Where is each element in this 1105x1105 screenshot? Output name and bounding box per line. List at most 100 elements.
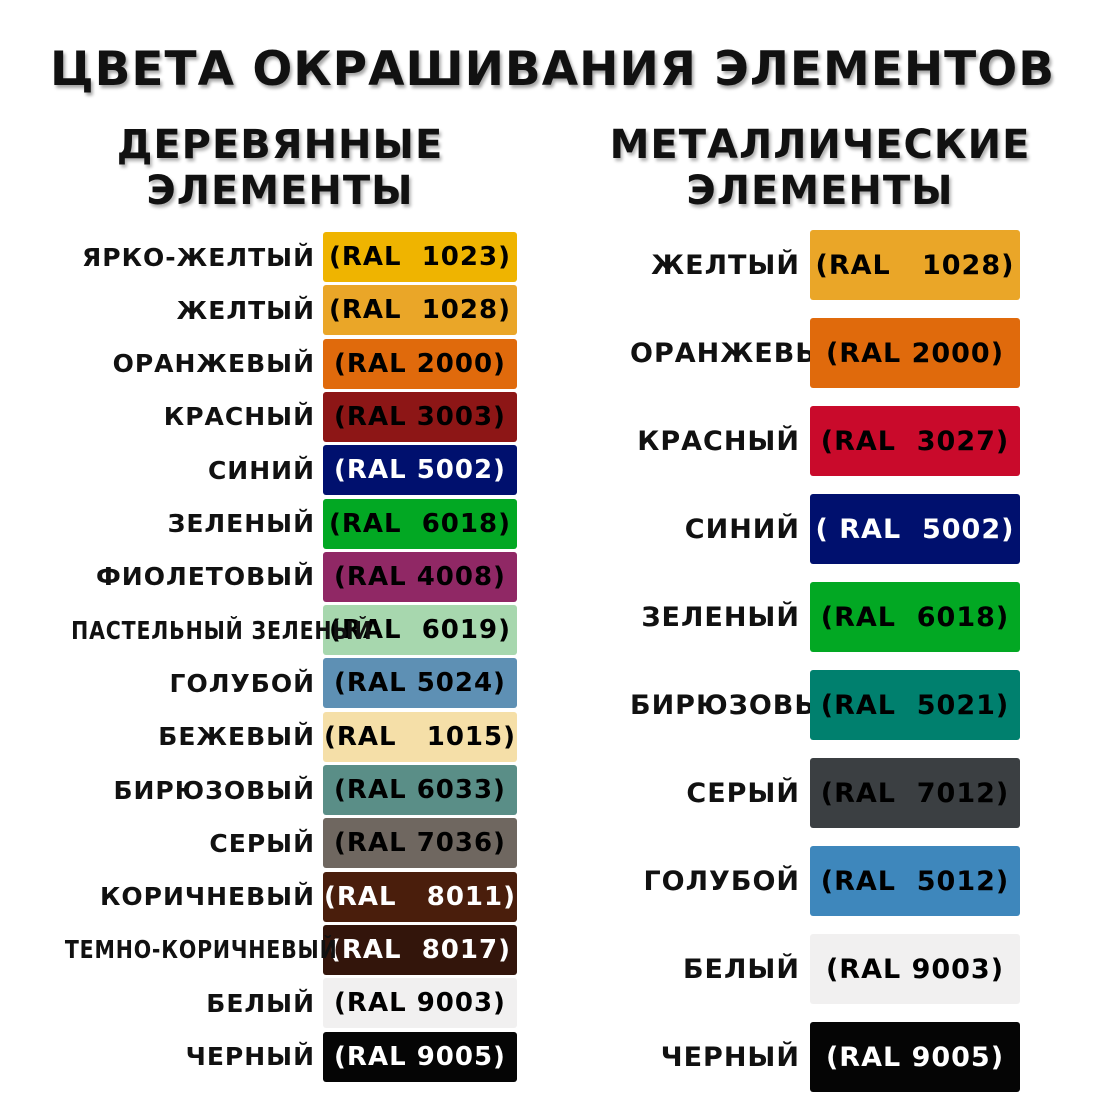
color-name: ЖЕЛТЫЙ — [5, 296, 323, 325]
color-name: СИНИЙ — [5, 456, 323, 485]
wood-color-row: БЕЛЫЙ (RAL 9003) — [5, 978, 517, 1029]
wood-header: ДЕРЕВЯННЫЕ ЭЛЕМЕНТЫ — [100, 122, 460, 214]
wood-color-row: ФИОЛЕТОВЫЙ (RAL 4008) — [5, 551, 517, 602]
color-swatch: (RAL 5021) — [810, 670, 1020, 740]
wood-color-row: ЯРКО-ЖЕЛТЫЙ (RAL 1023) — [5, 232, 517, 282]
color-name: СИНИЙ — [630, 514, 810, 545]
color-name: ЖЕЛТЫЙ — [630, 250, 810, 281]
color-swatch: (RAL 2000) — [323, 338, 517, 389]
color-name: КРАСНЫЙ — [5, 402, 323, 431]
color-name-text: ЧЕРНЫЙ — [185, 1042, 315, 1071]
page-title: ЦВЕТА ОКРАШИВАНИЯ ЭЛЕМЕНТОВ — [49, 42, 1056, 97]
color-swatch: (RAL 8011) — [323, 871, 517, 922]
metal-header-line1: МЕТАЛЛИЧЕСКИЕ — [609, 122, 1031, 168]
color-swatch: (RAL 1015) — [323, 711, 517, 762]
color-swatch: (RAL 2000) — [810, 318, 1020, 388]
color-swatch: (RAL 4008) — [323, 551, 517, 602]
wood-color-row: ПАСТЕЛЬНЫЙ ЗЕЛЕНЫЙ (RAL 6019) — [5, 605, 517, 656]
color-name-text: БЕЛЫЙ — [682, 953, 800, 985]
color-name-text: ЗЕЛЕНЫЙ — [167, 509, 315, 538]
wood-color-row: ЧЕРНЫЙ (RAL 9005) — [5, 1031, 517, 1082]
metal-color-row: БИРЮЗОВЫЙ (RAL 5021) — [630, 670, 1020, 740]
wood-color-row: ТЕМНО-КОРИЧНЕВЫЙ (RAL 8017) — [5, 924, 517, 975]
wood-color-row: ОРАНЖЕВЫЙ (RAL 2000) — [5, 338, 517, 389]
color-name: ЯРКО-ЖЕЛТЫЙ — [5, 243, 323, 272]
color-name-text: ГОЛУБОЙ — [643, 865, 800, 897]
metal-header-line2: ЭЛЕМЕНТЫ — [686, 168, 954, 214]
color-name-text: КРАСНЫЙ — [163, 402, 315, 432]
color-name-text: ЯРКО-ЖЕЛТЫЙ — [82, 242, 315, 272]
color-swatch: (RAL 7012) — [810, 758, 1020, 828]
color-name: СЕРЫЙ — [5, 829, 323, 858]
color-swatch: (RAL 5002) — [323, 445, 517, 496]
wood-color-row: ГОЛУБОЙ (RAL 5024) — [5, 658, 517, 709]
color-name: ФИОЛЕТОВЫЙ — [5, 562, 323, 591]
color-swatch: (RAL 1028) — [810, 230, 1020, 300]
color-name-text: СЕРЫЙ — [686, 777, 800, 809]
color-name: ОРАНЖЕВЫЙ — [630, 338, 847, 369]
color-swatch: (RAL 1023) — [323, 232, 517, 282]
wood-color-row: БИРЮЗОВЫЙ (RAL 6033) — [5, 765, 517, 815]
color-name-text: БИРЮЗОВЫЙ — [113, 775, 315, 805]
color-name-text: ЖЕЛТЫЙ — [651, 249, 800, 281]
wood-color-row: СИНИЙ (RAL 5002) — [5, 445, 517, 496]
color-name-text: СИНИЙ — [684, 513, 800, 545]
color-name: ПАСТЕЛЬНЫЙ ЗЕЛЕНЫЙ — [5, 616, 371, 645]
color-name-text: ПАСТЕЛЬНЫЙ ЗЕЛЕНЫЙ — [71, 615, 373, 645]
color-name: ТЕМНО-КОРИЧНЕВЫЙ — [5, 935, 337, 964]
color-name: БИРЮЗОВЫЙ — [630, 690, 846, 721]
metal-color-row: СИНИЙ ( RAL 5002) — [630, 494, 1020, 564]
color-swatch: (RAL 1028) — [323, 285, 517, 336]
color-swatch: (RAL 3003) — [323, 391, 517, 442]
color-name: ОРАНЖЕВЫЙ — [5, 349, 323, 378]
metal-color-row: ЧЕРНЫЙ (RAL 9005) — [630, 1022, 1020, 1092]
color-name-text: БЕЛЫЙ — [206, 988, 315, 1018]
wood-color-row: КРАСНЫЙ (RAL 3003) — [5, 391, 517, 442]
wood-header-line1: ДЕРЕВЯННЫЕ — [116, 122, 444, 168]
color-name: БЕЛЫЙ — [630, 954, 810, 985]
color-swatch: (RAL 9003) — [810, 934, 1020, 1004]
metal-color-row: ЖЕЛТЫЙ (RAL 1028) — [630, 230, 1020, 300]
wood-header-line2: ЭЛЕМЕНТЫ — [146, 168, 414, 214]
color-name-text: БИРЮЗОВЫЙ — [630, 689, 847, 721]
color-name: КОРИЧНЕВЫЙ — [5, 882, 323, 911]
color-name-text: СИНИЙ — [207, 455, 315, 485]
color-swatch: ( RAL 5002) — [810, 494, 1020, 564]
metal-header: МЕТАЛЛИЧЕСКИЕ ЭЛЕМЕНТЫ — [590, 122, 1050, 214]
color-name-text: ФИОЛЕТОВЫЙ — [96, 562, 315, 592]
wood-color-row: СЕРЫЙ (RAL 7036) — [5, 818, 517, 869]
wood-color-row: ЗЕЛЕНЫЙ (RAL 6018) — [5, 498, 517, 549]
color-name-text: БЕЖЕВЫЙ — [158, 722, 315, 752]
color-name-text: ЖЕЛТЫЙ — [176, 295, 315, 325]
color-swatch: (RAL 9003) — [323, 978, 517, 1029]
color-name: ЧЕРНЫЙ — [5, 1042, 323, 1071]
color-name-text: СЕРЫЙ — [209, 828, 315, 858]
metal-color-row: БЕЛЫЙ (RAL 9003) — [630, 934, 1020, 1004]
color-name: ЗЕЛЕНЫЙ — [630, 602, 810, 633]
color-swatch: (RAL 5012) — [810, 846, 1020, 916]
color-name-text: ОРАНЖЕВЫЙ — [112, 349, 315, 379]
color-name: БЕЖЕВЫЙ — [5, 722, 323, 751]
color-name: ГОЛУБОЙ — [5, 669, 323, 698]
color-swatch: (RAL 9005) — [810, 1022, 1020, 1092]
color-swatch: (RAL 3027) — [810, 406, 1020, 476]
color-name-text: ЗЕЛЕНЫЙ — [641, 601, 800, 633]
color-name: БИРЮЗОВЫЙ — [5, 776, 323, 805]
color-name: ЗЕЛЕНЫЙ — [5, 509, 323, 538]
color-name: БЕЛЫЙ — [5, 989, 323, 1018]
color-swatch: (RAL 8017) — [323, 924, 517, 975]
color-name-text: ГОЛУБОЙ — [169, 668, 315, 698]
metal-color-row: СЕРЫЙ (RAL 7012) — [630, 758, 1020, 828]
wood-color-row: КОРИЧНЕВЫЙ (RAL 8011) — [5, 871, 517, 922]
color-swatch: (RAL 6033) — [323, 765, 517, 815]
color-swatch: (RAL 5024) — [323, 658, 517, 709]
metal-color-row: ЗЕЛЕНЫЙ (RAL 6018) — [630, 582, 1020, 652]
wood-color-row: ЖЕЛТЫЙ (RAL 1028) — [5, 285, 517, 336]
color-name: СЕРЫЙ — [630, 778, 810, 809]
color-swatch: (RAL 6018) — [323, 498, 517, 549]
metal-color-row: КРАСНЫЙ (RAL 3027) — [630, 406, 1020, 476]
color-name-text: КОРИЧНЕВЫЙ — [99, 882, 315, 912]
color-swatch: (RAL 6019) — [323, 605, 517, 656]
color-name: ЧЕРНЫЙ — [630, 1042, 810, 1073]
color-swatch: (RAL 7036) — [323, 818, 517, 869]
